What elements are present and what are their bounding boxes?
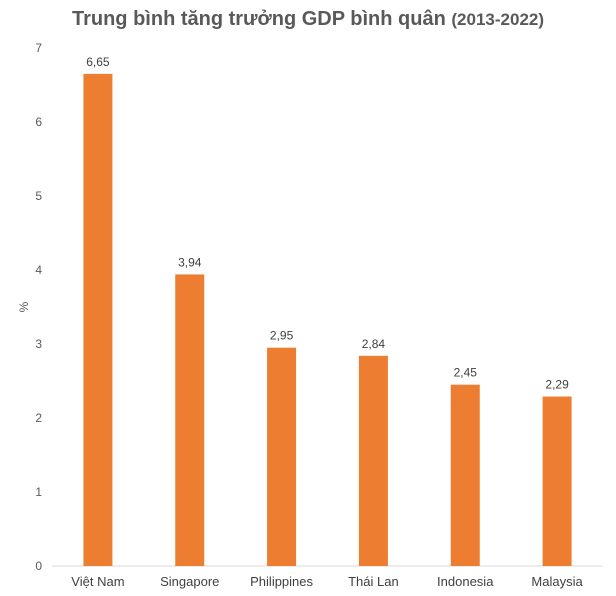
bar — [83, 73, 113, 567]
bar — [450, 384, 480, 566]
bar — [542, 396, 572, 566]
data-label: 2,45 — [454, 366, 478, 380]
y-tick-label: 2 — [35, 411, 42, 425]
category-label: Malaysia — [531, 574, 583, 589]
data-label: 2,84 — [362, 337, 386, 351]
data-label: 3,94 — [178, 255, 202, 269]
category-label: Việt Nam — [71, 574, 124, 589]
data-label: 2,95 — [270, 329, 294, 343]
y-tick-label: 0 — [35, 559, 42, 573]
category-labels: Việt Nam Singapore Philippines Thái Lan Indo… — [71, 574, 583, 589]
y-tick-label: 4 — [35, 263, 42, 277]
y-tick-label: 3 — [35, 337, 42, 351]
category-label: Philippines — [250, 574, 313, 589]
y-axis-ticks: 0 1 2 3 4 5 6 7 — [35, 41, 42, 573]
chart-title-main: Trung bình tăng trưởng GDP bình quân — [71, 8, 446, 30]
category-label: Indonesia — [437, 574, 494, 589]
category-label: Thái Lan — [348, 574, 399, 589]
y-tick-label: 1 — [35, 485, 42, 499]
bar — [358, 355, 388, 566]
data-label: 2,29 — [545, 378, 569, 392]
category-label: Singapore — [160, 574, 219, 589]
chart-subtitle: (2013-2022) — [451, 10, 545, 29]
data-label: 6,65 — [86, 55, 110, 69]
y-axis-label: % — [17, 301, 31, 312]
bar — [175, 274, 205, 566]
bars — [83, 73, 572, 567]
data-labels: 6,65 3,94 2,95 2,84 2,45 2,29 — [86, 55, 569, 392]
y-tick-label: 6 — [35, 115, 42, 129]
bar — [267, 347, 297, 566]
chart-title: Trung bình tăng trưởng GDP bình quân (20… — [0, 8, 616, 31]
y-tick-label: 7 — [35, 41, 42, 55]
y-tick-label: 5 — [35, 189, 42, 203]
